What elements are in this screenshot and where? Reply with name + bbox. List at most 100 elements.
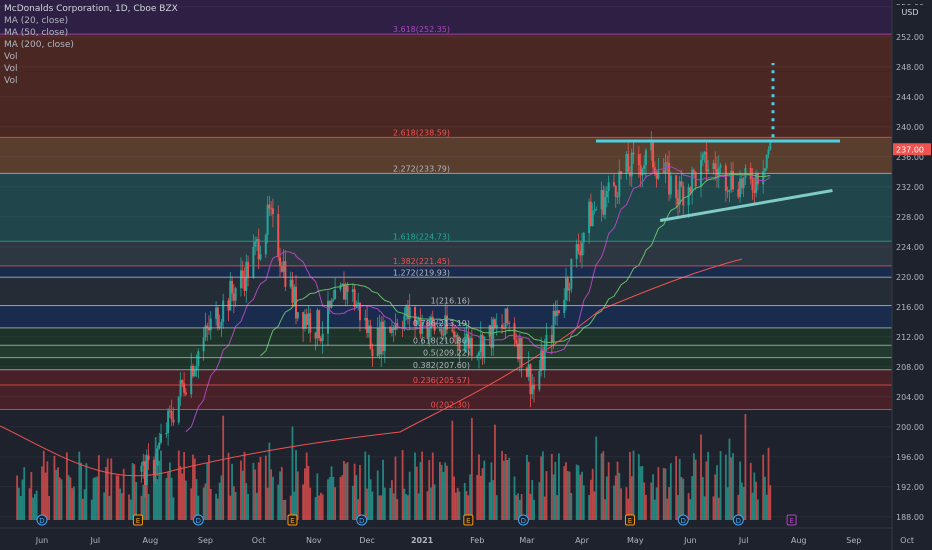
last-price-text: 237.00 xyxy=(896,145,924,154)
x-tick-label: Sep xyxy=(846,536,861,545)
candle-body xyxy=(719,165,722,168)
candle-body xyxy=(319,338,322,342)
volume-bar xyxy=(724,454,727,520)
indicator-ma20[interactable]: MA (20, close) xyxy=(4,16,69,26)
candle-body xyxy=(454,335,457,338)
volume-bar xyxy=(309,487,312,520)
volume-bar xyxy=(716,465,718,520)
fib-zone xyxy=(0,327,892,346)
candle-body xyxy=(307,313,310,325)
candle-body xyxy=(193,369,196,377)
volume-bar xyxy=(83,489,86,520)
volume-bar xyxy=(470,417,473,520)
candle-body xyxy=(589,201,592,227)
volume-bar xyxy=(243,451,246,520)
candle-body xyxy=(428,328,431,338)
volume-bar xyxy=(426,491,429,520)
candle-body xyxy=(209,318,212,331)
volume-bar xyxy=(115,475,118,520)
candle-body xyxy=(357,302,360,305)
candle-body xyxy=(541,350,544,370)
candle-body xyxy=(650,141,653,151)
volume-bar xyxy=(753,472,756,520)
volume-bar xyxy=(305,452,308,520)
candle-body xyxy=(655,173,658,179)
volume-bar xyxy=(494,424,496,520)
volume-bar xyxy=(632,450,635,520)
candle-body xyxy=(257,239,260,260)
indicator-vol-2[interactable]: Vol xyxy=(4,64,18,74)
y-tick-label: 204.00 xyxy=(896,393,924,402)
volume-bar xyxy=(240,460,242,520)
volume-bar xyxy=(669,463,672,520)
volume-bar xyxy=(529,493,532,520)
y-tick-label: 196.00 xyxy=(896,453,924,462)
dividend-icon xyxy=(677,514,689,526)
earnings-icon xyxy=(287,514,298,526)
indicator-ma50[interactable]: MA (50, close) xyxy=(4,28,69,38)
volume-bar xyxy=(302,484,305,520)
volume-bar xyxy=(408,471,411,520)
volume-bar xyxy=(147,493,150,520)
candle-body xyxy=(488,325,491,337)
candle-body xyxy=(414,307,417,325)
volume-bar xyxy=(55,469,58,520)
volume-bar xyxy=(264,455,267,520)
volume-bar xyxy=(591,468,594,520)
volume-bar xyxy=(218,482,221,520)
x-tick-label: Aug xyxy=(791,536,807,545)
volume-bar xyxy=(295,450,297,520)
volume-bar xyxy=(142,484,145,520)
volume-bar xyxy=(172,497,175,520)
volume-bar xyxy=(193,458,196,520)
candle-body xyxy=(604,197,607,215)
candle-body xyxy=(195,366,198,370)
candle-body xyxy=(334,289,337,300)
candle-body xyxy=(527,364,530,377)
volume-bar xyxy=(717,497,720,520)
candle-body xyxy=(632,152,635,155)
volume-bar xyxy=(527,461,530,520)
volume-bar xyxy=(664,468,667,520)
indicator-ma200[interactable]: MA (200, close) xyxy=(4,40,74,50)
candle-body xyxy=(309,313,312,333)
indicator-vol-3[interactable]: Vol xyxy=(4,76,18,86)
candle-body xyxy=(218,326,221,329)
dividend-icon-glyph: D xyxy=(196,517,201,525)
candle-body xyxy=(465,333,468,342)
candle-body xyxy=(152,459,155,475)
volume-bar xyxy=(293,491,296,520)
indicator-vol-1[interactable]: Vol xyxy=(4,52,18,62)
candle-body xyxy=(508,322,511,324)
candle-body xyxy=(716,169,718,176)
candle-body xyxy=(197,351,200,367)
candle-body xyxy=(643,165,646,169)
y-tick-label: 192.00 xyxy=(896,483,924,492)
volume-bar xyxy=(675,456,678,520)
candle-body xyxy=(183,383,186,393)
volume-bar xyxy=(613,485,615,520)
volume-bar xyxy=(129,499,132,520)
volume-bar xyxy=(184,480,187,520)
volume-bar xyxy=(232,486,235,520)
candle-body xyxy=(415,320,418,325)
volume-bar xyxy=(728,438,731,520)
volume-bar xyxy=(602,451,605,520)
volume-bar xyxy=(330,466,333,520)
fib-level-label: 3.618(252.35) xyxy=(393,25,450,34)
volume-bar xyxy=(687,493,690,520)
x-tick-label: May xyxy=(627,536,644,545)
candle-body xyxy=(390,328,393,333)
volume-bar xyxy=(392,493,395,520)
volume-bar xyxy=(627,498,630,520)
volume-bar xyxy=(405,494,408,520)
volume-bar xyxy=(131,463,134,520)
fib-level-label: 0.786(213.19) xyxy=(413,319,470,328)
volume-bar xyxy=(215,493,217,520)
ma20-line xyxy=(185,164,771,433)
y-tick-label: 188.00 xyxy=(896,513,924,522)
volume-bar xyxy=(526,454,528,520)
volume-bar xyxy=(206,462,209,520)
last-price-badge xyxy=(893,143,931,156)
